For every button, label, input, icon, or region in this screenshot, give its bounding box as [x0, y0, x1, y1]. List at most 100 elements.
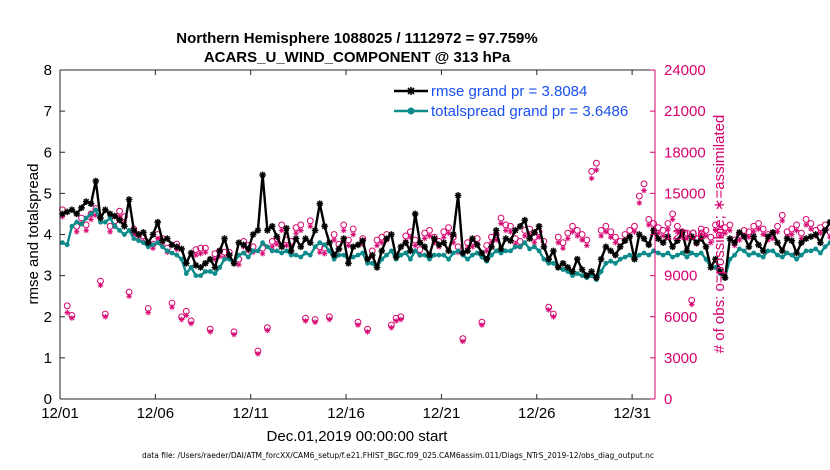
rmse-point: [187, 249, 195, 257]
totalspread-point: [188, 265, 194, 270]
totalspread-point: [183, 271, 189, 276]
y-right-tick-label: 15000: [664, 185, 706, 202]
rmse-point: [716, 268, 724, 275]
assimilated-point: [645, 222, 652, 228]
totalspread-point: [536, 248, 542, 254]
totalspread-point: [260, 240, 265, 246]
totalspread-point: [551, 260, 556, 266]
legend: rmse grand pr = 3.8084 totalspread grand…: [389, 77, 649, 123]
possible-point: [640, 180, 648, 188]
totalspread-point: [203, 269, 208, 274]
rmse-point: [140, 229, 147, 236]
totalspread-point: [517, 244, 523, 250]
assimilated-point: [316, 249, 323, 256]
totalspread-point: [808, 248, 814, 254]
rmse-point: [654, 235, 662, 242]
possible-point: [755, 220, 762, 227]
rmse-point: [445, 247, 452, 255]
rmse-point: [531, 229, 538, 236]
totalspread-point: [298, 254, 304, 260]
axes-layer: 0 1 2 3 4 5 6 7 8 0 3000 6000 9000 12000 15000 18000 210…: [41, 62, 705, 422]
assimilated-point: [440, 234, 447, 240]
rmse-point: [826, 218, 830, 226]
rmse-point: [264, 227, 271, 234]
assimilated-point: [236, 261, 242, 268]
rmse-point: [125, 196, 133, 203]
y-left-tick-label: 0: [44, 391, 52, 408]
left-axis-label: rmse and totalspread: [25, 164, 42, 305]
totalspread-point: [646, 252, 652, 258]
rmse-point: [454, 192, 462, 199]
totalspread-point: [565, 269, 571, 274]
totalspread-point: [489, 252, 494, 258]
totalspread-point: [603, 260, 609, 266]
rmse-point: [302, 235, 309, 242]
totalspread-point: [141, 240, 146, 246]
rmse-point: [750, 233, 758, 240]
assimilated-point: [97, 282, 104, 289]
rmse-point: [559, 259, 567, 267]
totalspread-point: [179, 256, 185, 262]
rmse-point: [164, 235, 171, 242]
assimilated-point: [107, 229, 113, 235]
assimilated-point: [579, 237, 585, 243]
rmse-point: [464, 247, 471, 255]
possible-point: [669, 210, 676, 218]
assimilated-point: [326, 316, 333, 323]
totalspread-point: [746, 252, 752, 258]
x-axis-label: Dec.01,2019 00:00:00 start: [267, 428, 449, 445]
rmse-point: [569, 268, 576, 275]
totalspread-point: [493, 248, 499, 254]
rmse-point: [554, 264, 562, 271]
rmse-point: [492, 227, 500, 234]
rmse-point: [221, 235, 228, 242]
assimilated-point: [188, 320, 194, 327]
assimilated-point: [598, 233, 604, 239]
assimilated-point: [564, 235, 571, 242]
y-left-tick-label: 2: [44, 309, 52, 326]
assimilated-point: [583, 242, 590, 249]
totalspread-point: [574, 271, 580, 276]
rmse-point: [511, 227, 519, 234]
assimilated-point: [569, 229, 576, 235]
assimilated-point: [355, 322, 361, 328]
assimilated-point: [364, 328, 371, 335]
rmse-point: [759, 247, 767, 255]
totalspread-point: [126, 228, 132, 233]
rmse-point: [402, 239, 410, 246]
rmse-point: [183, 259, 190, 267]
rmse-point: [364, 255, 371, 263]
assimilated-point: [421, 235, 428, 242]
rmse-point: [650, 227, 657, 234]
rmse-point: [621, 237, 629, 244]
rmse-point: [626, 233, 634, 240]
x-tick-label: 12/31: [613, 405, 651, 422]
rmse-point: [311, 227, 319, 234]
totalspread-point: [784, 250, 790, 256]
rmse-point: [483, 255, 491, 263]
totalspread-point: [441, 252, 447, 258]
y-left-tick-label: 8: [44, 62, 52, 79]
rmse-point: [197, 264, 204, 271]
y-left-tick-label: 5: [44, 185, 52, 202]
rmse-point: [144, 239, 152, 246]
y-left-tick-label: 1: [44, 350, 52, 367]
totalspread-point: [317, 240, 323, 246]
rmse-point: [812, 231, 820, 238]
totalspread-point: [303, 250, 308, 256]
totalspread-point: [107, 215, 113, 221]
rmse-point: [206, 255, 214, 263]
y-right-tick-label: 24000: [664, 62, 706, 79]
right-axis-label: # of obs: o=possible; ∗=assimilated: [711, 115, 728, 354]
assimilated-point: [255, 350, 261, 357]
rmse-point: [798, 239, 805, 246]
rmse-point: [540, 243, 548, 251]
rmse-point: [416, 239, 424, 246]
rmse-point: [769, 229, 777, 236]
assimilated-point: [69, 315, 75, 321]
rmse-point: [740, 233, 748, 240]
y-right-tick-label: 21000: [664, 103, 706, 120]
totalspread-point: [608, 258, 614, 264]
assimilated-point: [550, 313, 557, 320]
totalspread-point: [818, 250, 823, 256]
